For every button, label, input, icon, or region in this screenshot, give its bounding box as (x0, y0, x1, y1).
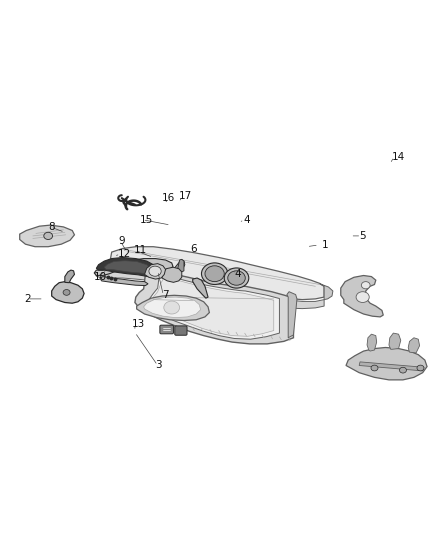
Polygon shape (95, 270, 324, 309)
Polygon shape (408, 338, 420, 353)
Circle shape (44, 232, 53, 239)
Polygon shape (341, 276, 383, 317)
Text: 2: 2 (24, 294, 31, 304)
Polygon shape (389, 333, 401, 349)
Circle shape (399, 367, 406, 373)
Polygon shape (20, 225, 74, 247)
Polygon shape (193, 278, 208, 298)
Circle shape (201, 263, 228, 285)
Text: 14: 14 (392, 152, 405, 161)
Circle shape (361, 281, 370, 289)
Circle shape (224, 268, 249, 288)
Polygon shape (104, 261, 153, 274)
Text: 4: 4 (243, 215, 250, 225)
Circle shape (149, 266, 161, 276)
Text: 7: 7 (162, 290, 169, 300)
Polygon shape (65, 270, 74, 282)
Text: 15: 15 (140, 215, 153, 225)
Circle shape (228, 271, 245, 285)
Polygon shape (177, 259, 184, 272)
Circle shape (356, 292, 369, 303)
Circle shape (205, 266, 224, 281)
Text: 5: 5 (359, 231, 366, 241)
Polygon shape (103, 247, 324, 300)
Polygon shape (137, 295, 209, 320)
Polygon shape (135, 263, 293, 344)
Text: 10: 10 (94, 272, 107, 282)
Circle shape (371, 365, 378, 371)
Polygon shape (94, 261, 147, 276)
Text: 12: 12 (118, 249, 131, 259)
Text: 16: 16 (162, 193, 175, 203)
Polygon shape (320, 284, 333, 300)
Text: 1: 1 (322, 240, 328, 250)
Polygon shape (346, 348, 427, 380)
Text: 3: 3 (155, 360, 162, 370)
Polygon shape (129, 259, 173, 270)
Polygon shape (52, 281, 84, 303)
Circle shape (63, 289, 70, 295)
Polygon shape (162, 267, 182, 282)
FancyBboxPatch shape (160, 325, 173, 334)
Polygon shape (100, 277, 148, 286)
Polygon shape (96, 257, 159, 277)
Text: 13: 13 (131, 319, 145, 329)
Circle shape (417, 365, 424, 371)
Polygon shape (367, 334, 377, 351)
Circle shape (164, 301, 180, 314)
Polygon shape (174, 260, 185, 270)
Text: 17: 17 (179, 191, 192, 201)
Polygon shape (144, 297, 201, 318)
Polygon shape (152, 274, 274, 336)
Polygon shape (148, 271, 279, 339)
Text: 4: 4 (234, 269, 241, 279)
Text: 11: 11 (134, 245, 147, 255)
Text: 8: 8 (48, 222, 55, 232)
Polygon shape (145, 264, 166, 279)
Text: 6: 6 (191, 244, 197, 254)
Text: 9: 9 (118, 236, 125, 246)
Polygon shape (359, 362, 424, 371)
Polygon shape (287, 292, 297, 338)
FancyBboxPatch shape (175, 326, 187, 335)
